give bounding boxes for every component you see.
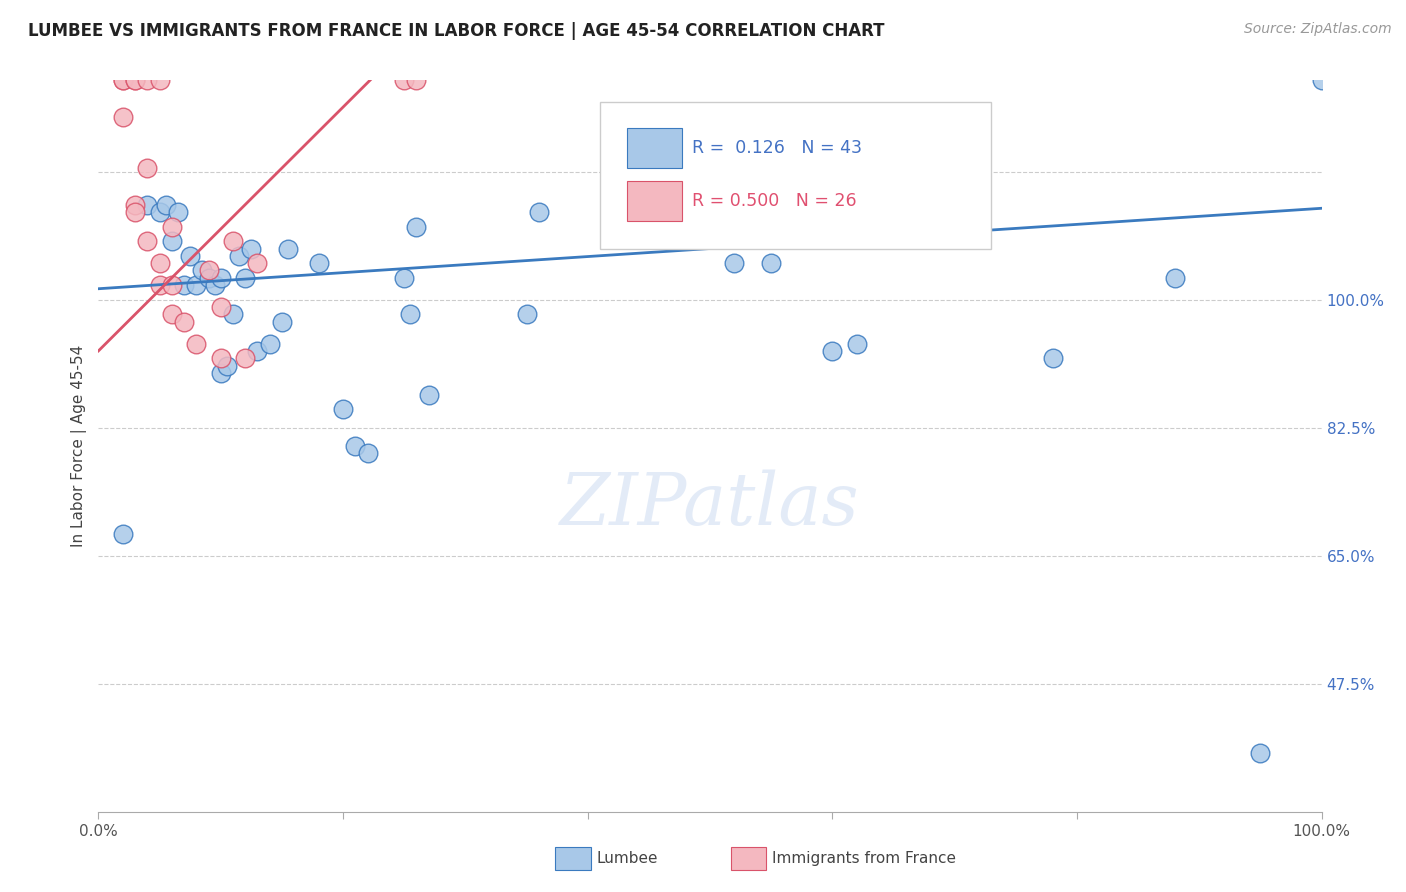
Point [233,270,256,285]
Text: Lumbee: Lumbee [596,852,658,866]
Point [149,205,172,219]
Point [155,197,177,211]
Point [1310,73,1333,87]
Point [270,315,294,329]
Point [191,263,214,277]
Point [149,73,172,87]
Point [1164,270,1187,285]
Point [111,110,134,124]
Point [186,278,208,293]
Point [845,336,868,351]
Point [124,205,146,219]
Point [222,307,245,321]
Point [240,242,263,256]
Point [136,161,159,175]
Point [136,234,159,248]
Point [215,359,238,373]
Text: LUMBEE VS IMMIGRANTS FROM FRANCE IN LABOR FORCE | AGE 45-54 CORRELATION CHART: LUMBEE VS IMMIGRANTS FROM FRANCE IN LABO… [28,22,884,40]
Point [259,336,281,351]
Point [515,307,537,321]
Text: R =  0.126   N = 43: R = 0.126 N = 43 [692,139,862,157]
Point [204,278,226,293]
Point [527,205,550,219]
Bar [627,181,682,221]
Point [160,234,183,248]
Point [761,256,783,270]
FancyBboxPatch shape [600,103,991,249]
Point [173,315,195,329]
Point [246,256,269,270]
Point [111,73,134,87]
Point [149,278,172,293]
Text: R = 0.500   N = 26: R = 0.500 N = 26 [692,193,856,211]
Point [332,402,354,417]
Point [209,300,232,314]
Point [246,343,269,358]
Point [1042,351,1064,366]
Point [392,73,416,87]
Point [228,249,250,263]
Point [197,263,219,277]
Point [209,366,232,380]
Point [186,336,208,351]
Point [1249,746,1271,760]
Point [167,205,190,219]
Point [136,73,159,87]
Point [149,256,172,270]
Point [392,270,416,285]
Point [160,278,183,293]
Point [344,439,367,453]
Point [399,307,422,321]
Point [111,73,134,87]
Point [124,73,146,87]
Y-axis label: In Labor Force | Age 45-54: In Labor Force | Age 45-54 [72,345,87,547]
Text: Source: ZipAtlas.com: Source: ZipAtlas.com [1244,22,1392,37]
Point [111,526,134,541]
Point [418,388,440,402]
Point [179,249,201,263]
Point [209,270,232,285]
Point [124,197,146,211]
Text: Immigrants from France: Immigrants from France [772,852,956,866]
Point [821,343,844,358]
Point [173,278,195,293]
Point [197,270,219,285]
Point [222,234,245,248]
Point [308,256,330,270]
Point [160,219,183,234]
Point [136,197,159,211]
Point [277,242,299,256]
Point [209,351,232,366]
Point [405,219,427,234]
Point [699,146,721,161]
Bar [627,128,682,168]
Point [233,351,256,366]
Point [124,73,146,87]
Point [160,307,183,321]
Text: ZIPatlas: ZIPatlas [560,469,860,540]
Point [405,73,427,87]
Point [883,183,905,197]
Point [356,446,378,460]
Point [723,256,745,270]
